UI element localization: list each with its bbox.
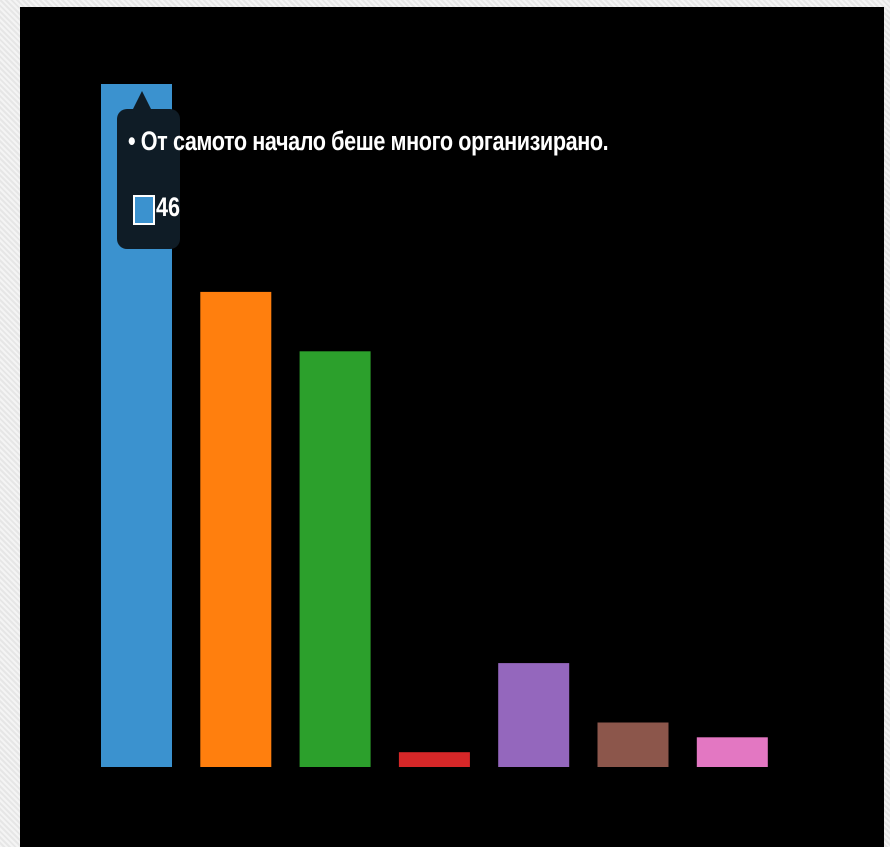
bar-7[interactable] [696, 737, 768, 767]
tooltip-value: 46 [156, 192, 181, 222]
tooltip-title: • От самото начало беше много организира… [128, 126, 609, 156]
bar-2[interactable] [200, 291, 272, 767]
bar-6[interactable] [597, 722, 669, 768]
bar-4[interactable] [398, 752, 470, 767]
tooltip-color-swatch [133, 195, 155, 225]
tooltip-arrow-icon [133, 91, 151, 109]
tooltip [117, 109, 180, 249]
bar-3[interactable] [299, 351, 371, 767]
bar-5[interactable] [498, 663, 570, 767]
